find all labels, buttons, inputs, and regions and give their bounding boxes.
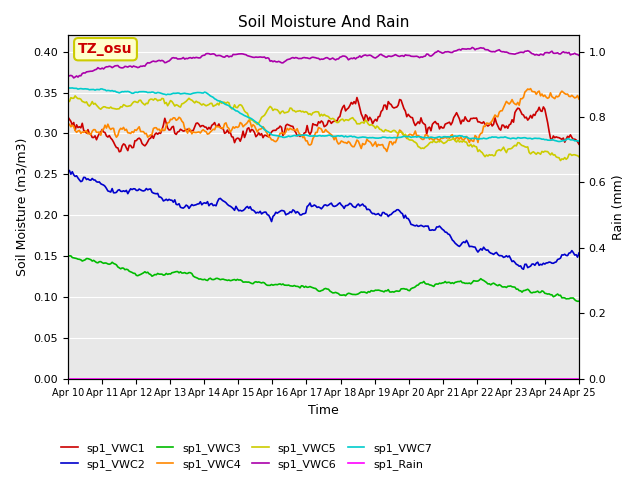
sp1_VWC5 — [243, 110, 251, 116]
sp1_VWC1 — [575, 141, 583, 147]
sp1_VWC5 — [557, 157, 564, 163]
sp1_VWC2 — [64, 168, 72, 173]
sp1_VWC6 — [289, 55, 297, 60]
sp1_VWC3 — [573, 299, 581, 304]
Y-axis label: Soil Moisture (m3/m3): Soil Moisture (m3/m3) — [15, 138, 28, 276]
sp1_VWC4 — [383, 149, 390, 155]
sp1_VWC3 — [235, 277, 243, 283]
sp1_VWC1 — [243, 126, 251, 132]
sp1_VWC3 — [64, 253, 72, 259]
sp1_VWC4 — [64, 122, 72, 128]
Line: sp1_VWC2: sp1_VWC2 — [68, 170, 579, 269]
sp1_VWC5 — [289, 108, 297, 113]
sp1_VWC6 — [575, 52, 583, 58]
sp1_VWC1 — [64, 114, 72, 120]
sp1_VWC4 — [287, 126, 295, 132]
sp1_VWC6 — [235, 51, 243, 57]
sp1_VWC2 — [127, 186, 134, 192]
sp1_VWC6 — [468, 45, 476, 50]
sp1_VWC7 — [234, 108, 241, 114]
sp1_VWC4 — [575, 96, 583, 102]
sp1_VWC4 — [234, 125, 241, 131]
sp1_VWC7 — [556, 139, 563, 144]
sp1_VWC2 — [520, 266, 527, 272]
sp1_VWC1 — [289, 123, 297, 129]
sp1_VWC5 — [218, 100, 225, 106]
Line: sp1_VWC4: sp1_VWC4 — [68, 89, 579, 152]
sp1_VWC6 — [218, 53, 225, 59]
sp1_VWC7 — [547, 137, 554, 143]
sp1_VWC1 — [353, 95, 361, 100]
sp1_VWC7 — [575, 138, 583, 144]
sp1_VWC6 — [64, 73, 72, 79]
Legend: sp1_VWC1, sp1_VWC2, sp1_VWC3, sp1_VWC4, sp1_VWC5, sp1_VWC6, sp1_VWC7, sp1_Rain: sp1_VWC1, sp1_VWC2, sp1_VWC3, sp1_VWC4, … — [57, 438, 436, 474]
sp1_VWC7 — [287, 133, 295, 139]
sp1_VWC6 — [128, 64, 136, 70]
sp1_Rain — [234, 376, 241, 382]
sp1_Rain — [287, 376, 295, 382]
Line: sp1_VWC7: sp1_VWC7 — [68, 88, 579, 142]
sp1_VWC5 — [71, 93, 79, 99]
sp1_VWC4 — [127, 131, 134, 136]
sp1_VWC7 — [242, 113, 250, 119]
sp1_VWC2 — [548, 260, 556, 266]
sp1_Rain — [547, 376, 554, 382]
sp1_VWC3 — [128, 270, 136, 276]
sp1_VWC4 — [527, 86, 534, 92]
sp1_VWC5 — [64, 98, 72, 104]
sp1_VWC2 — [287, 210, 295, 216]
sp1_Rain — [242, 376, 250, 382]
Line: sp1_VWC6: sp1_VWC6 — [68, 48, 579, 78]
sp1_VWC7 — [127, 90, 134, 96]
sp1_VWC3 — [548, 292, 556, 298]
sp1_VWC3 — [66, 253, 74, 259]
sp1_VWC5 — [235, 103, 243, 108]
sp1_VWC2 — [575, 250, 583, 256]
sp1_VWC3 — [243, 279, 251, 285]
sp1_VWC2 — [234, 206, 241, 212]
sp1_VWC1 — [235, 135, 243, 141]
sp1_VWC1 — [128, 145, 136, 151]
sp1_VWC3 — [575, 298, 583, 304]
sp1_Rain — [216, 376, 224, 382]
sp1_VWC6 — [550, 50, 557, 56]
sp1_VWC7 — [216, 99, 224, 105]
sp1_VWC3 — [289, 283, 297, 289]
sp1_VWC1 — [115, 149, 123, 155]
Y-axis label: Rain (mm): Rain (mm) — [612, 174, 625, 240]
sp1_VWC1 — [550, 133, 557, 139]
sp1_Rain — [127, 376, 134, 382]
sp1_VWC7 — [64, 85, 72, 91]
sp1_VWC4 — [216, 125, 224, 131]
sp1_VWC4 — [242, 121, 250, 127]
sp1_VWC3 — [218, 276, 225, 282]
sp1_VWC2 — [242, 204, 250, 210]
Text: TZ_osu: TZ_osu — [78, 42, 132, 56]
sp1_Rain — [575, 376, 583, 382]
sp1_VWC4 — [550, 95, 557, 100]
sp1_VWC6 — [243, 53, 251, 59]
Line: sp1_VWC3: sp1_VWC3 — [68, 256, 579, 301]
sp1_VWC5 — [575, 154, 583, 160]
sp1_VWC5 — [548, 150, 556, 156]
Line: sp1_VWC5: sp1_VWC5 — [68, 96, 579, 160]
sp1_VWC5 — [128, 101, 136, 107]
sp1_Rain — [64, 376, 72, 382]
Line: sp1_VWC1: sp1_VWC1 — [68, 97, 579, 152]
Title: Soil Moisture And Rain: Soil Moisture And Rain — [238, 15, 409, 30]
X-axis label: Time: Time — [308, 404, 339, 417]
sp1_VWC1 — [218, 126, 225, 132]
sp1_VWC2 — [216, 195, 224, 201]
sp1_VWC6 — [70, 75, 77, 81]
